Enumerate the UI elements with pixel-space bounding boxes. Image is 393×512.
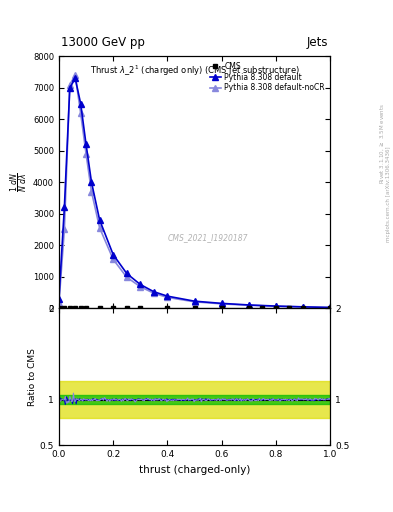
CMS <box>125 305 129 311</box>
Pythia 8.308 default <box>138 282 143 288</box>
Pythia 8.308 default <box>328 305 332 311</box>
Pythia 8.308 default-noCR <box>84 151 88 157</box>
CMS <box>192 305 197 311</box>
Pythia 8.308 default-noCR <box>301 304 305 310</box>
CMS <box>274 305 278 311</box>
Pythia 8.308 default <box>125 270 129 276</box>
Pythia 8.308 default <box>219 301 224 307</box>
Pythia 8.308 default-noCR <box>328 305 332 311</box>
CMS <box>301 305 305 311</box>
CMS <box>57 305 61 311</box>
Line: CMS: CMS <box>57 306 332 311</box>
Pythia 8.308 default-noCR <box>274 303 278 309</box>
Pythia 8.308 default-noCR <box>152 290 156 296</box>
Text: mcplots.cern.ch [arXiv:1306.3436]: mcplots.cern.ch [arXiv:1306.3436] <box>386 147 391 242</box>
CMS <box>328 305 332 311</box>
Bar <box>59 381 330 418</box>
Text: Rivet 3.1.10, $\geq$ 3.5M events: Rivet 3.1.10, $\geq$ 3.5M events <box>378 103 386 184</box>
Line: Pythia 8.308 default-noCR: Pythia 8.308 default-noCR <box>56 72 333 310</box>
Text: Thrust $\lambda\_2^1$ (charged only) (CMS jet substructure): Thrust $\lambda\_2^1$ (charged only) (CM… <box>90 64 299 78</box>
Y-axis label: Ratio to CMS: Ratio to CMS <box>28 348 37 406</box>
Pythia 8.308 default-noCR <box>125 274 129 281</box>
Pythia 8.308 default-noCR <box>219 301 224 307</box>
Pythia 8.308 default <box>84 141 88 147</box>
Text: CMS_2021_I1920187: CMS_2021_I1920187 <box>168 233 248 242</box>
Pythia 8.308 default <box>97 217 102 223</box>
CMS <box>84 305 88 311</box>
CMS <box>246 305 251 311</box>
Pythia 8.308 default <box>78 100 83 106</box>
CMS <box>97 305 102 311</box>
Pythia 8.308 default <box>192 298 197 304</box>
Pythia 8.308 default-noCR <box>62 226 67 232</box>
Pythia 8.308 default <box>274 303 278 309</box>
CMS <box>68 305 72 311</box>
CMS <box>78 305 83 311</box>
Pythia 8.308 default-noCR <box>97 225 102 231</box>
Pythia 8.308 default <box>62 204 67 210</box>
Pythia 8.308 default <box>152 289 156 295</box>
Text: Jets: Jets <box>307 36 328 49</box>
Pythia 8.308 default-noCR <box>111 256 116 262</box>
Pythia 8.308 default <box>246 302 251 308</box>
CMS <box>287 305 292 311</box>
CMS <box>219 305 224 311</box>
Pythia 8.308 default-noCR <box>57 301 61 307</box>
Pythia 8.308 default <box>73 75 77 81</box>
CMS <box>260 305 265 311</box>
Pythia 8.308 default-noCR <box>73 72 77 78</box>
Pythia 8.308 default-noCR <box>165 294 170 301</box>
Y-axis label: $\frac{1}{N}\frac{dN}{d\lambda}$: $\frac{1}{N}\frac{dN}{d\lambda}$ <box>9 172 30 192</box>
Bar <box>59 395 330 404</box>
Pythia 8.308 default-noCR <box>138 284 143 290</box>
Text: 13000 GeV pp: 13000 GeV pp <box>61 36 145 49</box>
Pythia 8.308 default-noCR <box>246 302 251 308</box>
CMS <box>62 305 67 311</box>
Pythia 8.308 default-noCR <box>192 298 197 305</box>
CMS <box>138 305 143 311</box>
X-axis label: thrust (charged-only): thrust (charged-only) <box>139 465 250 475</box>
CMS <box>73 305 77 311</box>
Pythia 8.308 default-noCR <box>89 188 94 195</box>
CMS <box>111 305 116 311</box>
Pythia 8.308 default <box>111 251 116 258</box>
Pythia 8.308 default <box>301 304 305 310</box>
Pythia 8.308 default <box>68 84 72 91</box>
Line: Pythia 8.308 default: Pythia 8.308 default <box>56 76 333 310</box>
Pythia 8.308 default-noCR <box>68 81 72 88</box>
Legend: CMS, Pythia 8.308 default, Pythia 8.308 default-noCR: CMS, Pythia 8.308 default, Pythia 8.308 … <box>208 60 326 94</box>
Pythia 8.308 default <box>89 179 94 185</box>
Pythia 8.308 default <box>165 293 170 299</box>
CMS <box>165 305 170 311</box>
Pythia 8.308 default <box>57 295 61 302</box>
Pythia 8.308 default-noCR <box>78 110 83 116</box>
